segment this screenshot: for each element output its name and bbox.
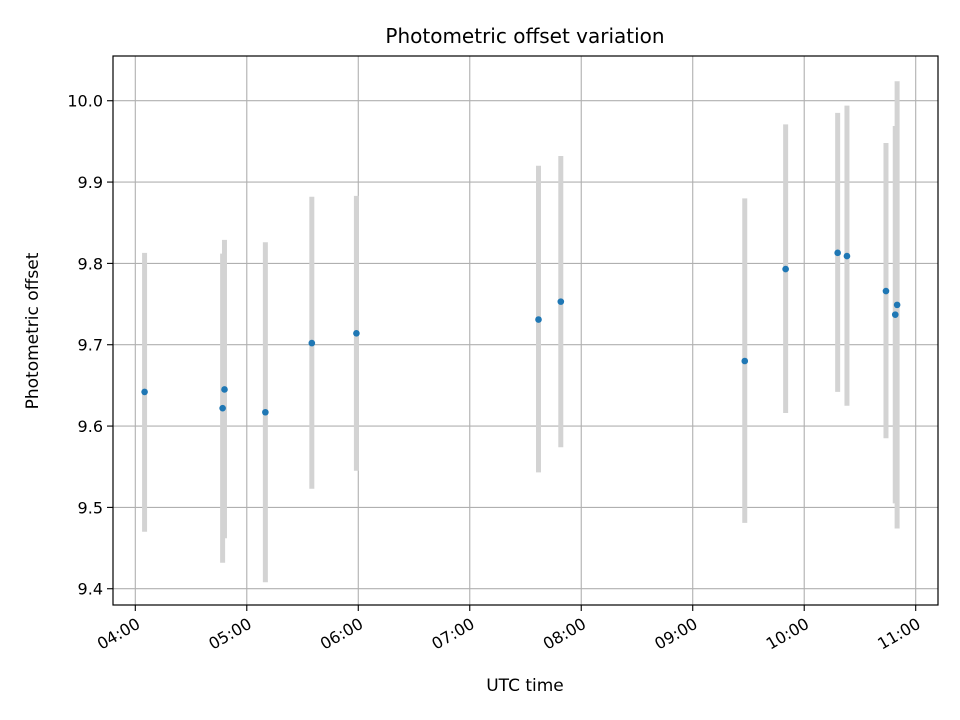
x-tick-label: 06:00 xyxy=(317,614,366,654)
x-tick-label: 10:00 xyxy=(763,614,812,654)
data-point xyxy=(262,408,269,416)
data-point xyxy=(353,330,360,337)
y-axis-ticks: 9.4 9.5 9.6 9.7 9.8 9.9 10.0 xyxy=(67,92,113,599)
data-points xyxy=(141,249,901,416)
x-tick-label: 04:00 xyxy=(94,614,143,654)
chart-title: Photometric offset variation xyxy=(385,24,664,48)
data-point xyxy=(834,249,841,257)
data-point xyxy=(308,339,316,347)
y-tick-label: 9.5 xyxy=(78,498,103,517)
x-tick-label: 09:00 xyxy=(651,614,700,654)
y-tick-label: 9.8 xyxy=(78,254,103,273)
y-axis-label: Photometric offset xyxy=(23,252,43,409)
data-point xyxy=(535,316,542,323)
data-point xyxy=(221,386,228,393)
grid xyxy=(113,56,938,605)
y-tick-label: 9.6 xyxy=(78,417,103,436)
data-point xyxy=(219,404,226,412)
x-tick-label: 11:00 xyxy=(874,614,923,654)
data-point xyxy=(891,311,899,318)
y-tick-label: 9.4 xyxy=(78,580,103,599)
x-tick-label: 08:00 xyxy=(540,614,589,654)
y-tick-label: 9.7 xyxy=(78,336,103,355)
data-point xyxy=(843,252,851,260)
x-axis-label: UTC time xyxy=(486,676,564,696)
x-axis-ticks: 04:00 05:00 06:00 07:00 08:00 09:00 10:00 11:00 xyxy=(94,605,924,654)
data-point xyxy=(893,301,901,309)
data-point xyxy=(141,388,148,396)
data-point xyxy=(557,298,565,305)
data-point xyxy=(882,287,890,295)
y-tick-label: 9.9 xyxy=(78,173,103,192)
x-tick-label: 05:00 xyxy=(205,614,254,654)
data-point xyxy=(782,265,789,273)
data-point xyxy=(741,357,749,365)
plot-area-frame xyxy=(112,55,939,606)
x-tick-label: 07:00 xyxy=(428,614,477,654)
y-tick-label: 10.0 xyxy=(67,92,103,111)
